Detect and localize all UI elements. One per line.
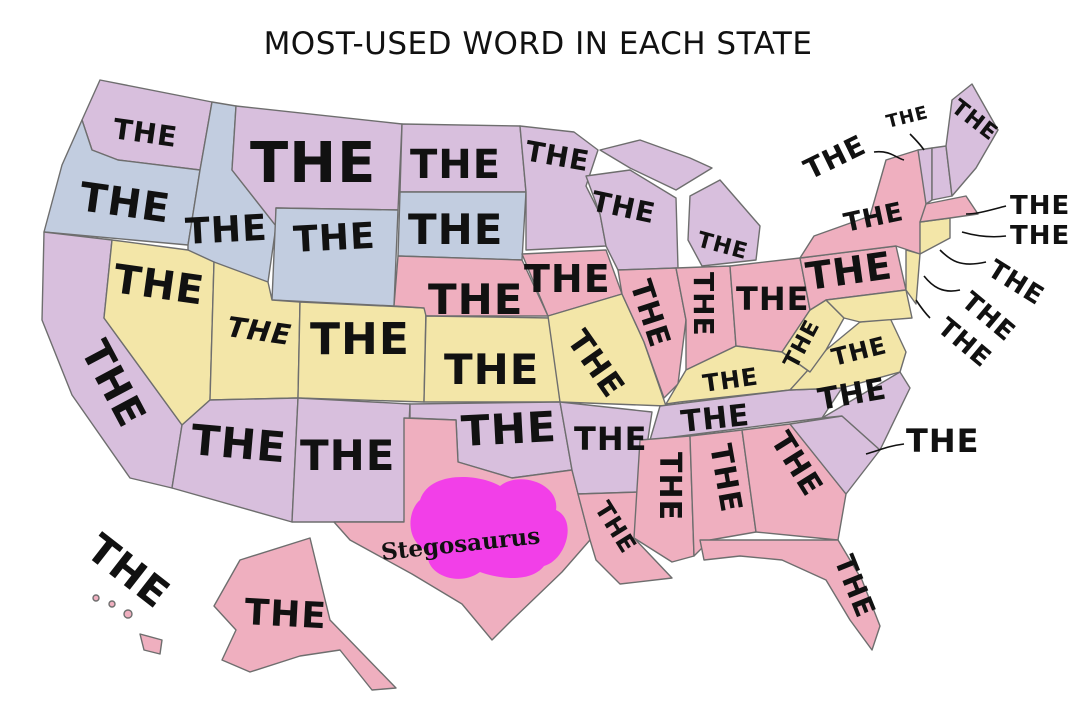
- state-arizona: [171, 397, 299, 523]
- label-nebraska: THE: [428, 275, 524, 324]
- state-florida: [699, 539, 881, 651]
- label-mississippi: THE: [652, 452, 687, 521]
- callout-leaders: [865, 133, 1007, 455]
- label-idaho: THE: [184, 208, 268, 253]
- label-wyoming: THE: [292, 216, 376, 261]
- label-alaska: THE: [244, 592, 328, 637]
- state-connecticut: [919, 217, 951, 255]
- label-arizona: THE: [189, 415, 288, 472]
- state-north-carolina: [821, 371, 911, 451]
- state-hawaii: [139, 633, 163, 655]
- hawaii-island: [108, 600, 116, 608]
- label-indiana: THE: [687, 272, 720, 337]
- label-south-carolina: THE: [906, 422, 979, 460]
- label-new-hampshire: THE: [884, 102, 930, 133]
- label-massachusetts: THE: [1010, 191, 1070, 221]
- label-new-mexico: THE: [300, 431, 396, 480]
- state-new-jersey: [905, 249, 921, 305]
- label-vermont: THE: [799, 128, 872, 186]
- label-south-dakota: THE: [408, 205, 504, 254]
- state-georgia: [741, 423, 847, 541]
- state-alaska: [213, 537, 397, 691]
- state-alabama: [689, 429, 757, 557]
- stegosaurus-highlight-blob: [410, 477, 568, 579]
- state-michigan: [599, 139, 761, 267]
- state-maryland: [825, 289, 913, 323]
- hawaii-island: [123, 609, 133, 619]
- label-iowa: THE: [524, 257, 611, 301]
- state-mississippi: [633, 435, 695, 563]
- label-arkansas: THE: [574, 420, 647, 458]
- state-massachusetts: [919, 195, 979, 223]
- states-layer: [41, 79, 999, 691]
- label-hawaii: THE: [78, 526, 178, 618]
- label-montana: THE: [250, 131, 376, 196]
- state-virginia: [789, 317, 907, 391]
- label-kansas: THE: [444, 345, 540, 394]
- label-ohio: THE: [736, 280, 809, 318]
- state-tennessee: [649, 387, 843, 441]
- label-rhode-island: THE: [1010, 221, 1070, 251]
- hawaii-island: [92, 594, 100, 602]
- label-oklahoma: THE: [460, 402, 558, 456]
- map-title: MOST-USED WORD IN EACH STATE: [264, 26, 813, 62]
- label-colorado: THE: [310, 314, 410, 365]
- label-tennessee: THE: [679, 398, 751, 440]
- state-maine: [945, 83, 999, 197]
- label-north-dakota: THE: [410, 142, 501, 188]
